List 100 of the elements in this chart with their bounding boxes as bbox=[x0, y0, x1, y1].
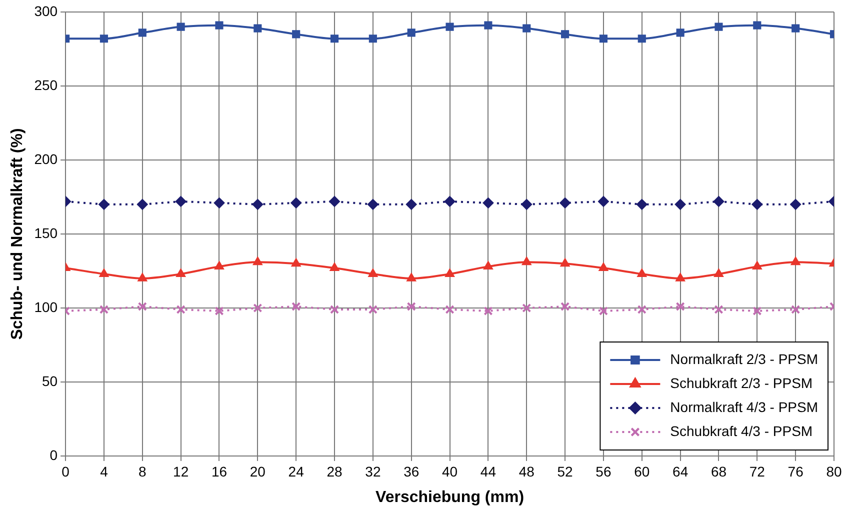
x-tick-label: 20 bbox=[250, 463, 266, 480]
point bbox=[675, 272, 686, 282]
point bbox=[290, 197, 302, 208]
point bbox=[637, 268, 647, 277]
point bbox=[560, 258, 570, 267]
point bbox=[136, 198, 148, 210]
x-tick-label: 64 bbox=[672, 463, 688, 480]
point bbox=[790, 256, 800, 266]
point bbox=[406, 272, 416, 282]
x-tick-label: 12 bbox=[173, 463, 189, 480]
point bbox=[329, 196, 340, 207]
point bbox=[598, 306, 608, 316]
x-tick-label: 80 bbox=[826, 463, 842, 480]
point bbox=[214, 306, 224, 316]
y-tick-label: 200 bbox=[34, 150, 58, 167]
point bbox=[406, 302, 416, 312]
point bbox=[446, 22, 454, 31]
point bbox=[214, 261, 224, 270]
point bbox=[714, 304, 724, 314]
point bbox=[291, 258, 301, 267]
point bbox=[99, 304, 109, 314]
point bbox=[752, 306, 762, 316]
point bbox=[292, 30, 300, 38]
y-tick-label: 150 bbox=[34, 224, 58, 241]
point bbox=[598, 196, 609, 207]
point bbox=[330, 262, 340, 272]
x-tick-label: 28 bbox=[326, 463, 343, 480]
point bbox=[637, 304, 646, 314]
point bbox=[598, 262, 608, 272]
point bbox=[138, 28, 146, 37]
point bbox=[483, 261, 494, 270]
x-tick-label: 60 bbox=[634, 463, 650, 480]
y-tick-label: 250 bbox=[34, 76, 58, 93]
x-axis-title: Verschiebung (mm) bbox=[376, 488, 524, 506]
point bbox=[252, 256, 262, 266]
x-tick-label: 76 bbox=[788, 463, 804, 480]
point bbox=[676, 302, 685, 312]
x-tick-label: 48 bbox=[518, 463, 535, 480]
x-tick-label: 52 bbox=[557, 463, 574, 480]
point bbox=[521, 198, 532, 210]
point bbox=[98, 198, 110, 210]
point bbox=[560, 302, 570, 312]
point bbox=[406, 198, 417, 210]
point bbox=[522, 24, 531, 32]
x-tick-label: 24 bbox=[288, 463, 304, 480]
point bbox=[444, 196, 456, 207]
point bbox=[407, 28, 416, 37]
x-tick-label: 4 bbox=[100, 463, 108, 480]
x-tick-label: 36 bbox=[404, 463, 420, 480]
point bbox=[676, 28, 684, 37]
point bbox=[368, 304, 378, 314]
point bbox=[522, 303, 532, 313]
point bbox=[138, 272, 148, 282]
point bbox=[753, 21, 762, 30]
x-tick-label: 8 bbox=[138, 463, 147, 480]
point bbox=[214, 197, 225, 208]
y-tick-label: 300 bbox=[34, 2, 58, 19]
point bbox=[253, 303, 262, 313]
point bbox=[792, 24, 800, 32]
point bbox=[368, 268, 378, 277]
point bbox=[484, 21, 492, 30]
point bbox=[752, 261, 762, 270]
point bbox=[561, 30, 570, 38]
point bbox=[367, 198, 378, 210]
legend-label: Schubkraft 2/3 - PPSM bbox=[670, 374, 813, 391]
point bbox=[484, 306, 493, 316]
x-tick-label: 44 bbox=[480, 463, 496, 480]
x-tick-label: 32 bbox=[365, 463, 381, 480]
point bbox=[522, 256, 532, 266]
point bbox=[292, 302, 301, 312]
point bbox=[175, 196, 186, 207]
x-tick-label: 72 bbox=[749, 463, 766, 480]
point bbox=[791, 304, 800, 314]
point bbox=[254, 24, 262, 32]
point bbox=[215, 21, 224, 30]
point bbox=[368, 34, 377, 43]
x-tick-label: 0 bbox=[62, 463, 70, 480]
legend-label: Normalkraft 2/3 - PPSM bbox=[670, 350, 818, 367]
y-tick-label: 0 bbox=[50, 446, 58, 463]
x-tick-label: 16 bbox=[211, 463, 228, 480]
point bbox=[560, 197, 571, 208]
point bbox=[752, 198, 763, 210]
point bbox=[790, 198, 802, 210]
legend-label: Normalkraft 4/3 - PPSM bbox=[670, 398, 818, 415]
point bbox=[252, 198, 264, 210]
point bbox=[138, 302, 147, 312]
point bbox=[674, 198, 686, 210]
point bbox=[445, 304, 454, 314]
point bbox=[176, 22, 185, 31]
x-tick-label: 40 bbox=[442, 463, 458, 480]
y-axis-title: Schub- und Normalkraft (%) bbox=[9, 128, 26, 340]
point bbox=[714, 22, 723, 31]
point bbox=[330, 304, 340, 314]
point bbox=[482, 197, 494, 208]
point bbox=[176, 304, 186, 314]
point bbox=[444, 268, 455, 277]
point bbox=[100, 34, 108, 43]
y-tick-label: 50 bbox=[42, 372, 58, 389]
point bbox=[638, 34, 646, 43]
point bbox=[713, 196, 724, 207]
